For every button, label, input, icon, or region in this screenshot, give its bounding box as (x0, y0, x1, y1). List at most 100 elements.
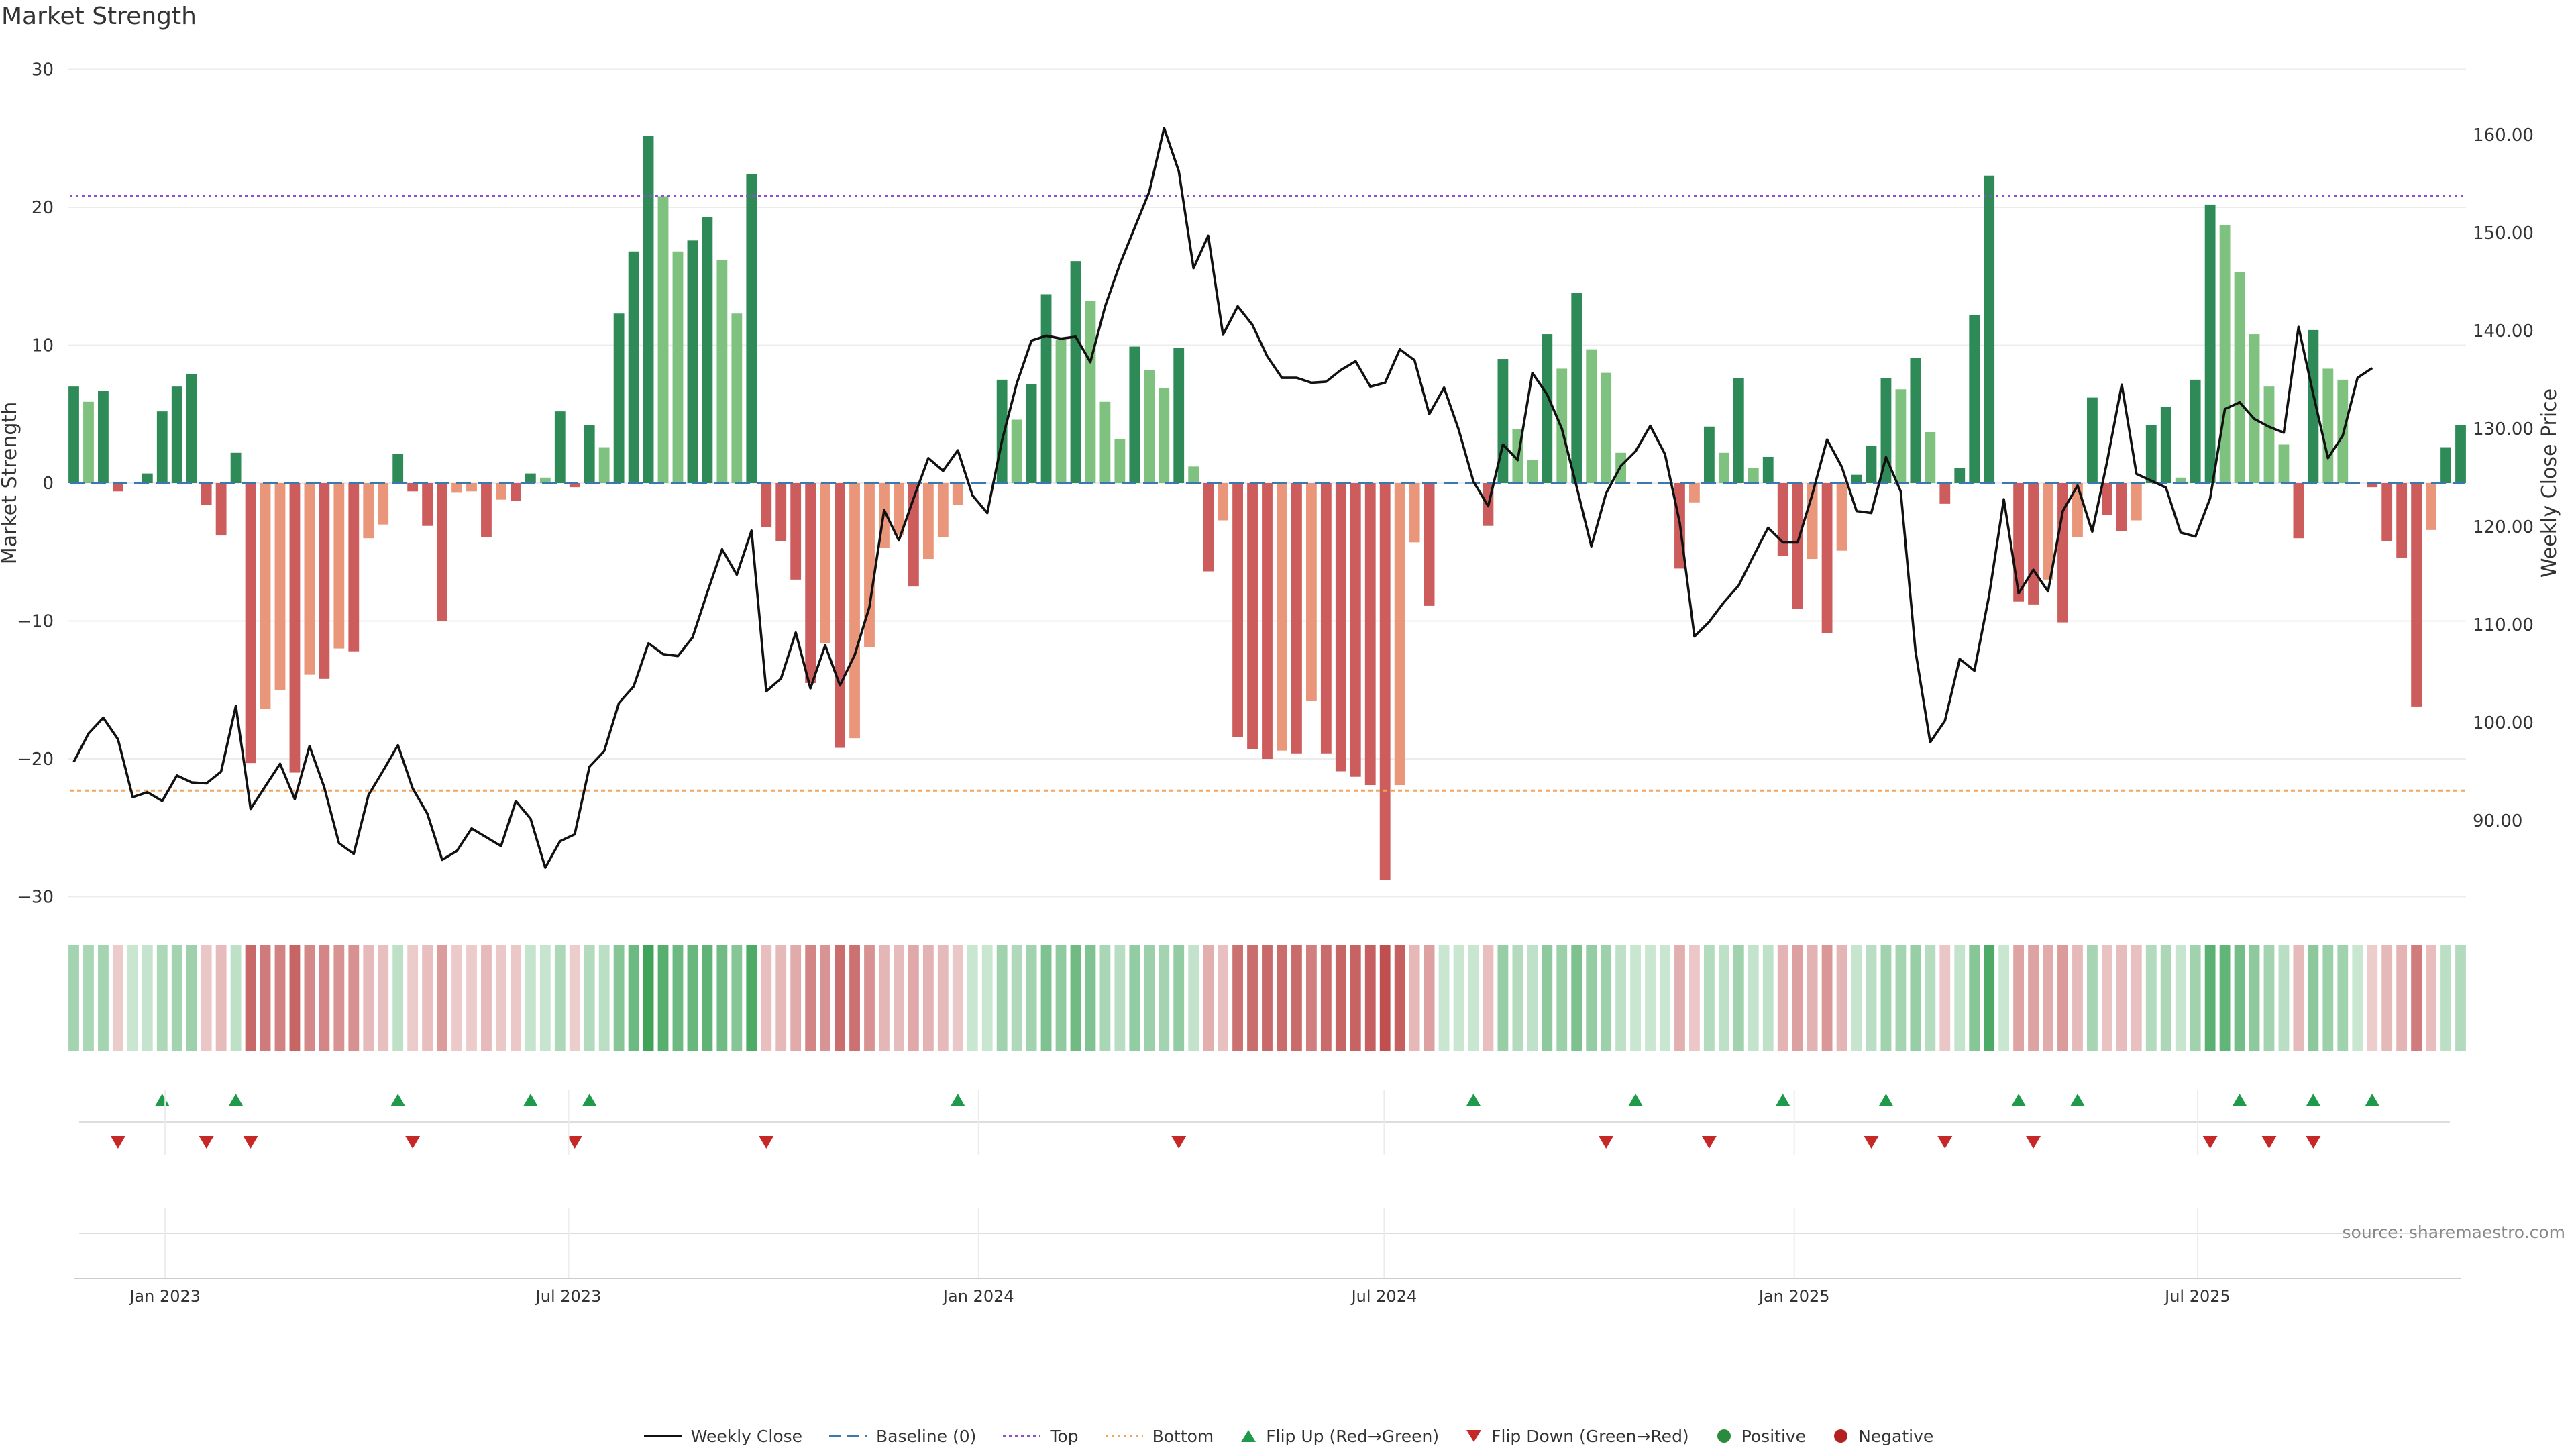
strength-bar (171, 386, 182, 483)
strength-bar (1040, 294, 1052, 483)
strength-bar (1895, 389, 1907, 483)
strength-bar (1409, 483, 1420, 543)
heat-cell (156, 945, 168, 1051)
flip-down-marker (110, 1136, 125, 1149)
heat-cell (1925, 945, 1936, 1051)
heat-cell (2308, 945, 2319, 1051)
heat-cell (2160, 945, 2171, 1051)
heat-cell (1748, 945, 1759, 1051)
heat-cell (1453, 945, 1464, 1051)
heat-cell (392, 945, 404, 1051)
flip-up-marker (523, 1094, 538, 1106)
heat-cell (1026, 945, 1037, 1051)
legend-item: Top (1002, 1426, 1079, 1446)
heat-cell (1011, 945, 1022, 1051)
strength-bar (1689, 483, 1700, 503)
strength-bar (1836, 483, 1847, 551)
strength-bar (1984, 175, 1995, 483)
strength-bar (2190, 379, 2201, 483)
heat-cell (2396, 945, 2408, 1051)
weekly-close-line (72, 127, 2373, 869)
heat-cell (2145, 945, 2157, 1051)
legend-label: Top (1050, 1426, 1079, 1446)
heat-cell (466, 945, 477, 1051)
strength-bar (598, 447, 610, 483)
strength-bar (1939, 483, 1951, 504)
strength-bar (569, 483, 580, 488)
strength-bar (260, 483, 271, 710)
flip-markers (79, 1094, 2450, 1149)
strength-bar (2381, 483, 2393, 541)
flip-up-marker (582, 1094, 597, 1106)
strength-bar (1291, 483, 1302, 754)
strength-bar (201, 483, 212, 505)
right-tick-label: 130.00 (2473, 419, 2534, 439)
strength-bar (466, 483, 477, 492)
heat-cell (510, 945, 521, 1051)
legend-swatch (1003, 1435, 1041, 1437)
heat-cell (127, 945, 138, 1051)
legend-swatch (1105, 1435, 1143, 1437)
legend-swatch (1717, 1429, 1731, 1443)
heat-cell (1836, 945, 1847, 1051)
heat-cell (805, 945, 816, 1051)
heat-cell (289, 945, 301, 1051)
heat-cell (98, 945, 109, 1051)
strength-bar (437, 483, 447, 621)
right-axis-title: Weekly Close Price (2538, 388, 2561, 578)
strength-bar (1305, 483, 1317, 701)
strength-bar (613, 313, 625, 483)
flip-down-marker (2261, 1136, 2277, 1149)
left-axis-title: Market Strength (0, 402, 21, 564)
heat-cell (2072, 945, 2083, 1051)
strength-bar (1262, 483, 1273, 759)
strength-bar (83, 401, 94, 483)
flip-down-marker (243, 1136, 258, 1149)
flip-down-marker (2306, 1136, 2321, 1149)
heat-cell (2190, 945, 2201, 1051)
strength-bar (687, 240, 698, 483)
heat-cell (1320, 945, 1332, 1051)
heat-cell (1203, 945, 1214, 1051)
strength-bar (672, 251, 684, 483)
strength-bar (1601, 372, 1612, 483)
left-tick-label: −20 (17, 749, 54, 770)
heat-cell (142, 945, 153, 1051)
strength-bar (2219, 225, 2231, 483)
strength-bar (1733, 378, 1744, 483)
strength-bar (1586, 349, 1597, 483)
right-tick-label: 100.00 (2473, 713, 2534, 733)
strength-bar (952, 483, 963, 505)
heat-cell (1615, 945, 1627, 1051)
heat-cell (702, 945, 713, 1051)
left-tick-label: 10 (32, 336, 54, 356)
flip-down-marker (199, 1136, 214, 1149)
heat-cell (1969, 945, 1980, 1051)
strength-bar (2087, 397, 2098, 483)
flip-up-marker (390, 1094, 406, 1106)
heat-cell (1777, 945, 1788, 1051)
left-tick-label: 30 (32, 60, 54, 81)
heat-cell (2057, 945, 2068, 1051)
strength-bar (2101, 483, 2112, 515)
strength-bar (1218, 483, 1229, 521)
heat-cell (481, 945, 492, 1051)
heat-cell (1939, 945, 1951, 1051)
heat-cell (775, 945, 787, 1051)
strength-bar (304, 483, 315, 675)
heat-cell (967, 945, 978, 1051)
heat-cell (1630, 945, 1641, 1051)
right-tick-label: 150.00 (2473, 223, 2534, 244)
strength-bar (1085, 301, 1096, 483)
right-tick-label: 140.00 (2473, 321, 2534, 342)
legend-swatch-mark (1834, 1429, 1848, 1443)
x-tick-label: Jul 2025 (2163, 1287, 2231, 1306)
strength-bar (2249, 334, 2260, 483)
heat-cell (112, 945, 123, 1051)
heat-cell (1379, 945, 1391, 1051)
strength-bar (378, 483, 389, 525)
strength-bar (422, 483, 433, 526)
left-tick-label: −30 (17, 888, 54, 908)
x-tick-label: Jul 2024 (1350, 1287, 1417, 1306)
heat-cell (584, 945, 595, 1051)
